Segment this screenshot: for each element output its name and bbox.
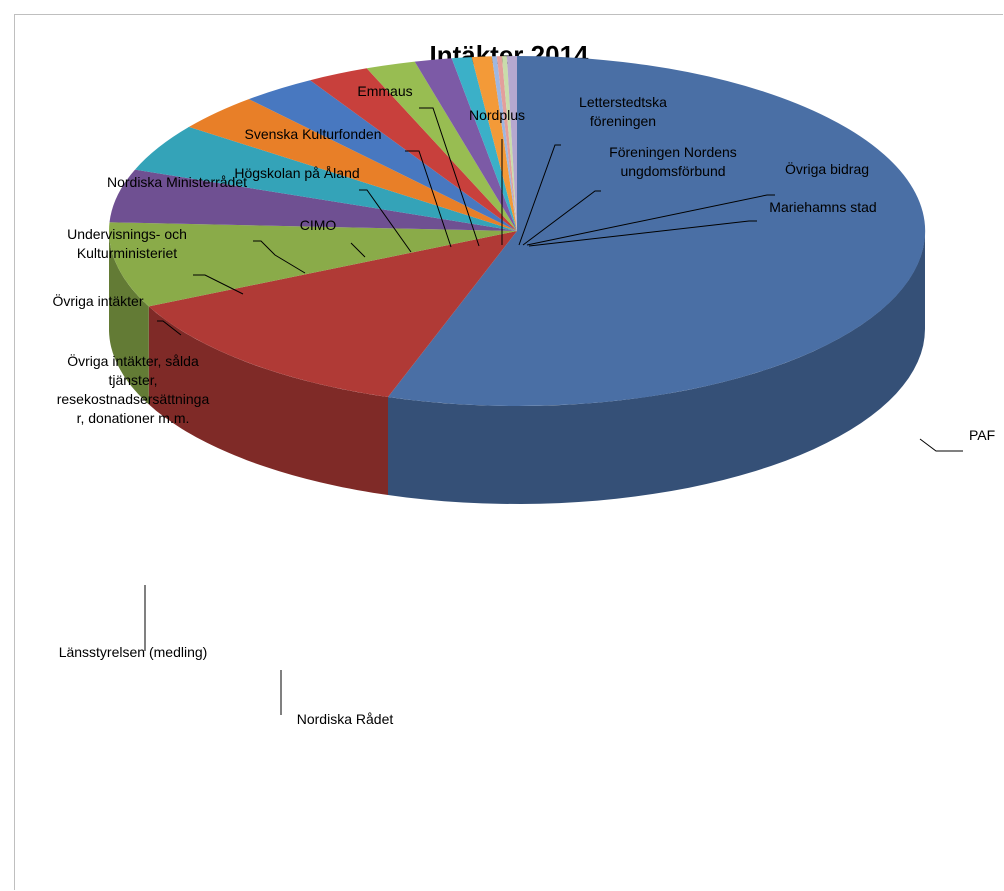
slice-11[interactable] — [471, 56, 517, 231]
slice-1[interactable] — [148, 231, 518, 397]
leader-line-0 — [919, 438, 963, 452]
slice-label-3: Övriga intäkter, sålda tjänster, resekostn… — [57, 352, 210, 426]
slice-label-4: Övriga intäkter — [52, 292, 143, 309]
slice-side-2 — [109, 231, 149, 405]
leader-line-13 — [522, 190, 601, 246]
slice-7[interactable] — [310, 68, 517, 231]
slice-label-11: Nordplus — [469, 107, 525, 123]
slice-label-6: Nordiska Ministerrådet — [107, 174, 247, 190]
slice-labels: PAF Nordiska Rådet Länsstyrelsen (medling)… — [52, 83, 995, 727]
leader-line-9 — [405, 150, 452, 248]
leader-lines — [144, 107, 963, 715]
leader-line-7 — [350, 242, 366, 258]
slice-9[interactable] — [414, 58, 517, 231]
slice-label-8: Högskolan på Åland — [234, 165, 359, 181]
slice-label-5: Undervisnings- och Kulturministeriet — [67, 226, 187, 261]
leader-line-6 — [253, 240, 306, 274]
pie-sides — [109, 231, 925, 504]
slice-label-13: Föreningen Nordens ungdomsförbund — [609, 144, 737, 179]
slice-15[interactable] — [506, 56, 517, 231]
leader-line-14 — [526, 194, 775, 246]
slice-side-0 — [388, 231, 925, 504]
slice-3[interactable] — [109, 169, 518, 231]
leader-line-5 — [193, 274, 244, 295]
slice-label-9: Svenska Kulturfonden — [245, 126, 382, 142]
slice-10[interactable] — [451, 57, 517, 231]
leader-line-15 — [528, 220, 757, 247]
slice-6[interactable] — [248, 80, 518, 231]
slice-13[interactable] — [496, 56, 517, 231]
chart-area: Intäkter 2014 PAF Nordiska Rådet Länsstyre… — [14, 14, 1003, 890]
slice-4[interactable] — [135, 126, 517, 231]
slice-8[interactable] — [366, 61, 517, 231]
slice-label-15: Mariehamns stad — [769, 199, 876, 215]
slice-side-1 — [148, 306, 388, 495]
slice-label-14: Övriga bidrag — [785, 160, 869, 177]
slice-label-12: Letterstedtska föreningen — [579, 94, 667, 129]
slice-label-7: CIMO — [300, 217, 337, 233]
slice-label-0: PAF — [969, 427, 995, 443]
slice-label-1: Nordiska Rådet — [297, 711, 394, 727]
slice-2[interactable] — [108, 222, 517, 307]
leader-line-4 — [157, 320, 182, 336]
leader-line-8 — [359, 189, 412, 253]
leader-line-12 — [518, 144, 561, 246]
slice-label-10: Emmaus — [357, 83, 412, 99]
leader-line-10 — [419, 107, 480, 247]
slice-label-2: Länsstyrelsen (medling) — [59, 644, 208, 660]
slice-14[interactable] — [501, 56, 517, 231]
slice-12[interactable] — [491, 56, 517, 232]
